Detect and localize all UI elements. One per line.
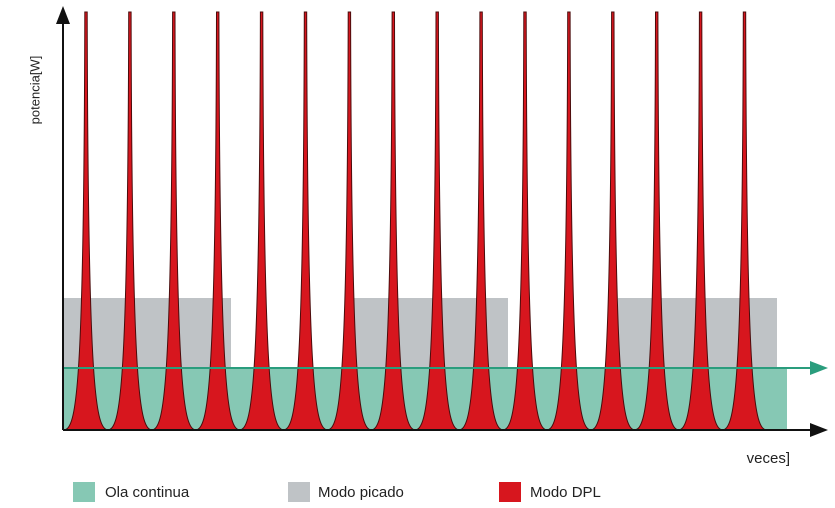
x-axis-label: veces]: [747, 450, 790, 467]
spike: [546, 11, 592, 431]
arrow-head: [810, 423, 828, 437]
spike: [63, 11, 109, 431]
spike: [722, 11, 767, 431]
spike: [195, 11, 240, 431]
arrow-head: [810, 361, 828, 375]
legend-label: Modo DPL: [530, 484, 601, 501]
spike: [283, 11, 328, 431]
y-axis-label: potencia[W]: [27, 56, 42, 125]
legend-label: Modo picado: [318, 484, 404, 501]
spike: [634, 11, 679, 431]
spike: [239, 11, 284, 431]
spike: [458, 11, 504, 431]
arrow-head: [56, 6, 70, 24]
spike: [371, 11, 416, 431]
spike: [151, 11, 196, 431]
legend-label: Ola continua: [105, 484, 190, 501]
spike: [415, 11, 460, 431]
spike: [107, 11, 153, 431]
legend-swatch: [499, 482, 521, 502]
legend-swatch: [288, 482, 310, 502]
spike: [678, 11, 723, 431]
spike: [327, 11, 372, 431]
spike: [502, 11, 548, 431]
dpl-spikes: [63, 11, 767, 431]
spike: [590, 11, 635, 431]
legend-swatch: [73, 482, 95, 502]
